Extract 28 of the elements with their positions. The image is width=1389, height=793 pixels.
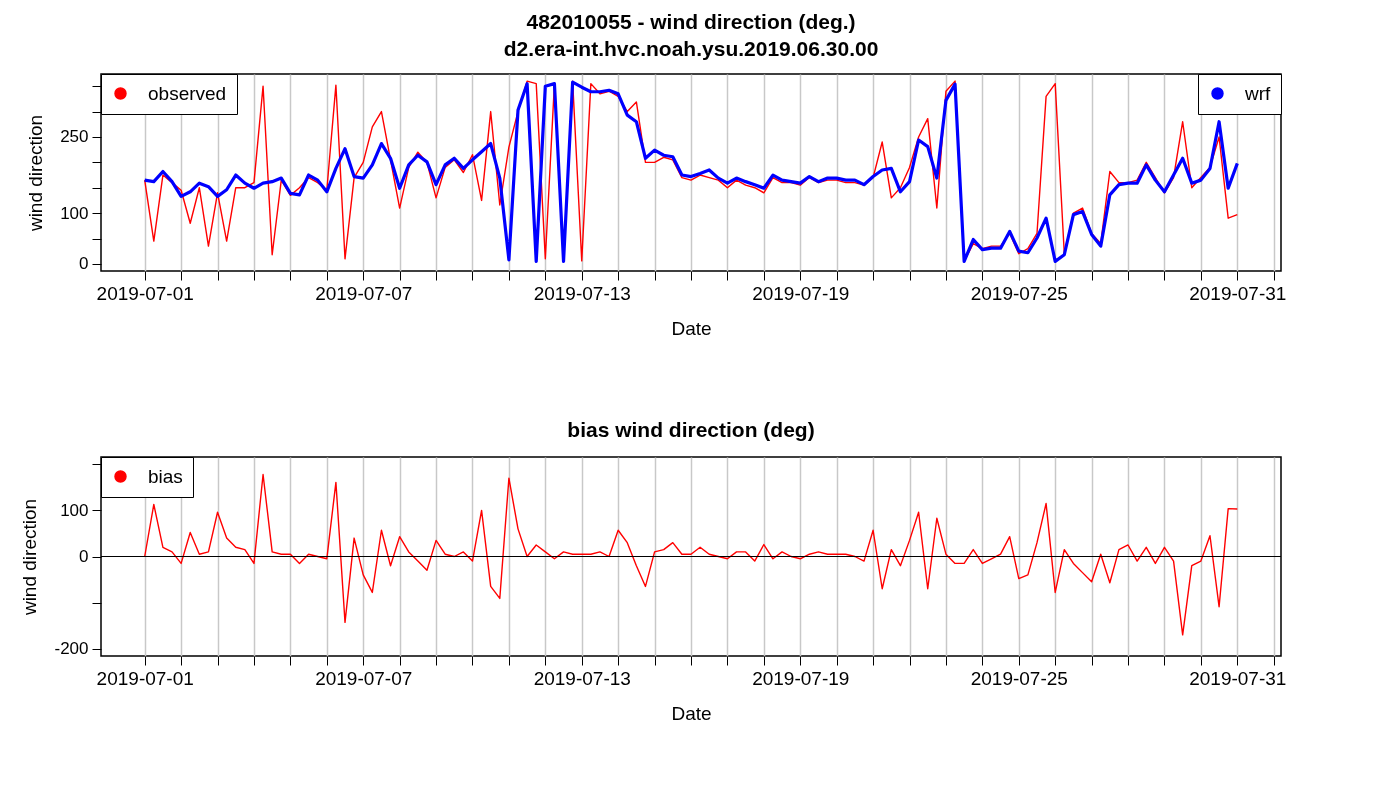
- x-tick-label: 2019-07-13: [533, 282, 631, 304]
- y-tick-label: 0: [79, 254, 89, 274]
- y-axis-title: wind direction: [19, 498, 41, 617]
- y-tick-label: 250: [60, 127, 89, 147]
- x-tick-label: 2019-07-31: [1189, 667, 1287, 689]
- x-tick-label: 2019-07-01: [96, 667, 194, 689]
- x-tick-label: 2019-07-07: [315, 667, 413, 689]
- x-tick-label: 2019-07-31: [1189, 282, 1287, 304]
- chart-subtitle: d2.era-int.hvc.noah.ysu.2019.06.30.00: [503, 36, 879, 60]
- legend-label: bias: [148, 465, 183, 487]
- x-tick-label: 2019-07-19: [752, 667, 850, 689]
- x-axis-title: Date: [671, 317, 712, 339]
- legend-label: wrf: [1244, 82, 1272, 104]
- x-axis-title: Date: [671, 702, 712, 724]
- x-tick-label: 2019-07-25: [970, 667, 1068, 689]
- y-tick-label: 0: [79, 547, 89, 566]
- x-tick-label: 2019-07-25: [970, 282, 1068, 304]
- x-tick-label: 2019-07-13: [533, 667, 631, 689]
- x-tick-label: 2019-07-07: [315, 282, 413, 304]
- chart-title: bias wind direction (deg): [567, 418, 815, 442]
- y-tick-label: 100: [60, 500, 89, 520]
- y-tick-label: 100: [60, 203, 89, 223]
- chart-title: 482010055 - wind direction (deg.): [526, 9, 856, 33]
- y-axis-title: wind direction: [25, 114, 47, 233]
- x-tick-label: 2019-07-01: [96, 282, 194, 304]
- legend-label: observed: [148, 82, 227, 104]
- y-tick-label: -200: [54, 639, 89, 659]
- x-tick-label: 2019-07-19: [752, 282, 850, 304]
